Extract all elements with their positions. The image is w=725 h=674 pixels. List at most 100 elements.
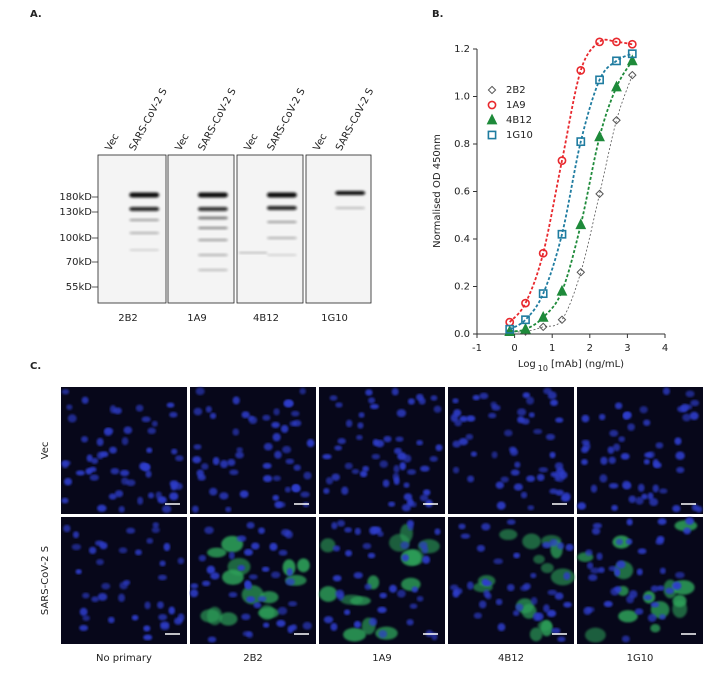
lane-label: Vec (312, 132, 330, 153)
nucleus (96, 437, 104, 447)
point (576, 267, 586, 277)
band (129, 249, 160, 251)
nucleus (563, 601, 572, 608)
nucleus (79, 624, 89, 631)
nucleus (336, 520, 346, 527)
green-cell (340, 594, 363, 605)
lane-label: Vec (174, 132, 192, 153)
nucleus (527, 505, 535, 511)
nucleus (532, 612, 540, 621)
nucleus (406, 619, 414, 626)
green-cell (343, 627, 367, 642)
marker-label: 55kD (66, 282, 93, 293)
band (266, 221, 297, 223)
nucleus (145, 470, 152, 478)
point (487, 130, 497, 140)
nucleus (239, 490, 249, 498)
nucleus (530, 596, 538, 605)
nucleus (510, 469, 520, 476)
green-cell (400, 549, 422, 567)
nucleus (276, 619, 286, 627)
nucleus (157, 496, 167, 504)
nucleus (476, 544, 486, 552)
band (197, 216, 228, 220)
nucleus (608, 456, 616, 464)
nucleus (478, 600, 487, 609)
nucleus (522, 392, 531, 399)
nucleus (337, 438, 346, 445)
band (266, 237, 297, 239)
point (556, 284, 568, 296)
nucleus (274, 450, 282, 459)
nucleus (465, 433, 474, 440)
nucleus (577, 502, 587, 510)
fit-curve (509, 52, 633, 331)
nucleus (293, 464, 301, 471)
nucleus (625, 538, 633, 545)
nucleus (419, 494, 429, 502)
nucleus (367, 552, 376, 559)
nucleus (175, 455, 184, 462)
panel-label: C. (30, 361, 41, 372)
x-tick-label: 1 (549, 343, 555, 354)
nucleus (411, 586, 419, 593)
nucleus (330, 622, 338, 631)
nucleus (364, 583, 372, 590)
y-tick-label: 0.0 (454, 329, 470, 340)
nucleus (452, 440, 461, 448)
green-cell (499, 529, 518, 541)
green-cell (672, 600, 688, 618)
nucleus (205, 406, 212, 413)
nucleus (685, 390, 695, 398)
nucleus (377, 531, 384, 537)
nucleus (121, 477, 129, 485)
nucleus (401, 554, 410, 562)
nucleus (212, 457, 220, 466)
nucleus (126, 527, 136, 534)
nucleus (607, 446, 615, 454)
nucleus (657, 585, 665, 591)
nucleus (613, 443, 621, 452)
nucleus (110, 467, 120, 475)
nucleus (591, 527, 601, 535)
nucleus (257, 595, 267, 602)
nucleus (488, 412, 497, 419)
nucleus (119, 469, 130, 477)
nucleus (282, 445, 292, 454)
nucleus (406, 498, 414, 507)
nucleus (453, 409, 462, 417)
nucleus (270, 571, 281, 579)
nucleus (549, 451, 556, 459)
nucleus (603, 600, 613, 608)
nucleus (369, 617, 378, 627)
x-tick-label: 3 (624, 343, 630, 354)
point (520, 322, 531, 334)
fit-curve (509, 60, 634, 333)
nucleus (545, 433, 556, 441)
nucleus (460, 533, 471, 539)
green-cell (585, 627, 606, 643)
nucleus (472, 394, 480, 401)
nucleus (592, 522, 603, 529)
nucleus (219, 492, 229, 500)
nucleus (323, 616, 334, 624)
nucleus (542, 541, 552, 549)
nucleus (354, 527, 361, 536)
nucleus (674, 437, 682, 446)
nucleus (195, 387, 205, 396)
nucleus (533, 428, 543, 435)
nucleus (337, 593, 344, 601)
nucleus (207, 636, 217, 643)
nucleus (590, 567, 600, 574)
nucleus (452, 398, 459, 404)
nucleus (652, 459, 659, 468)
nucleus (246, 522, 255, 529)
nucleus (210, 572, 220, 580)
nucleus (557, 636, 566, 642)
nucleus (513, 552, 521, 559)
nucleus (269, 542, 278, 551)
nucleus (169, 411, 178, 418)
x-label-main: Log (518, 359, 536, 370)
nucleus (97, 592, 108, 601)
